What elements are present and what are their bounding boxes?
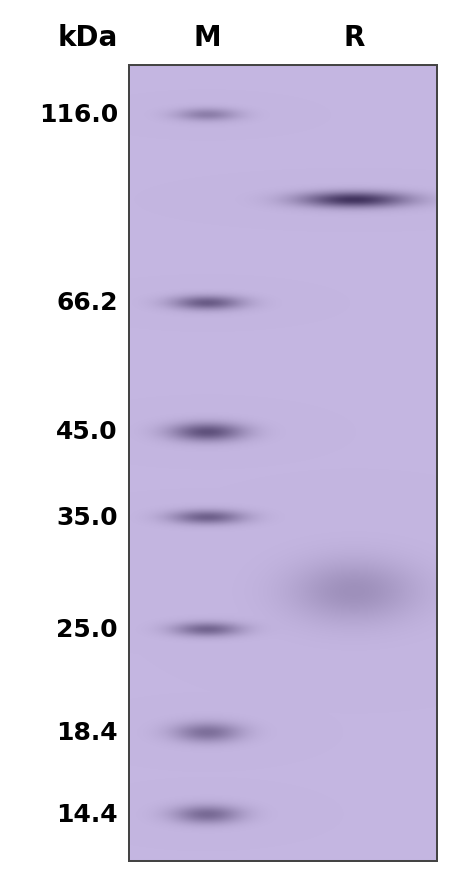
Text: 14.4: 14.4 — [56, 802, 118, 826]
Text: 35.0: 35.0 — [56, 505, 118, 529]
Text: kDa: kDa — [58, 24, 118, 52]
Text: R: R — [344, 24, 365, 52]
Text: 25.0: 25.0 — [56, 617, 118, 641]
Text: 18.4: 18.4 — [56, 720, 118, 744]
Text: 45.0: 45.0 — [56, 420, 118, 444]
Text: 116.0: 116.0 — [39, 103, 118, 127]
Text: M: M — [193, 24, 221, 52]
Text: 66.2: 66.2 — [57, 291, 118, 315]
